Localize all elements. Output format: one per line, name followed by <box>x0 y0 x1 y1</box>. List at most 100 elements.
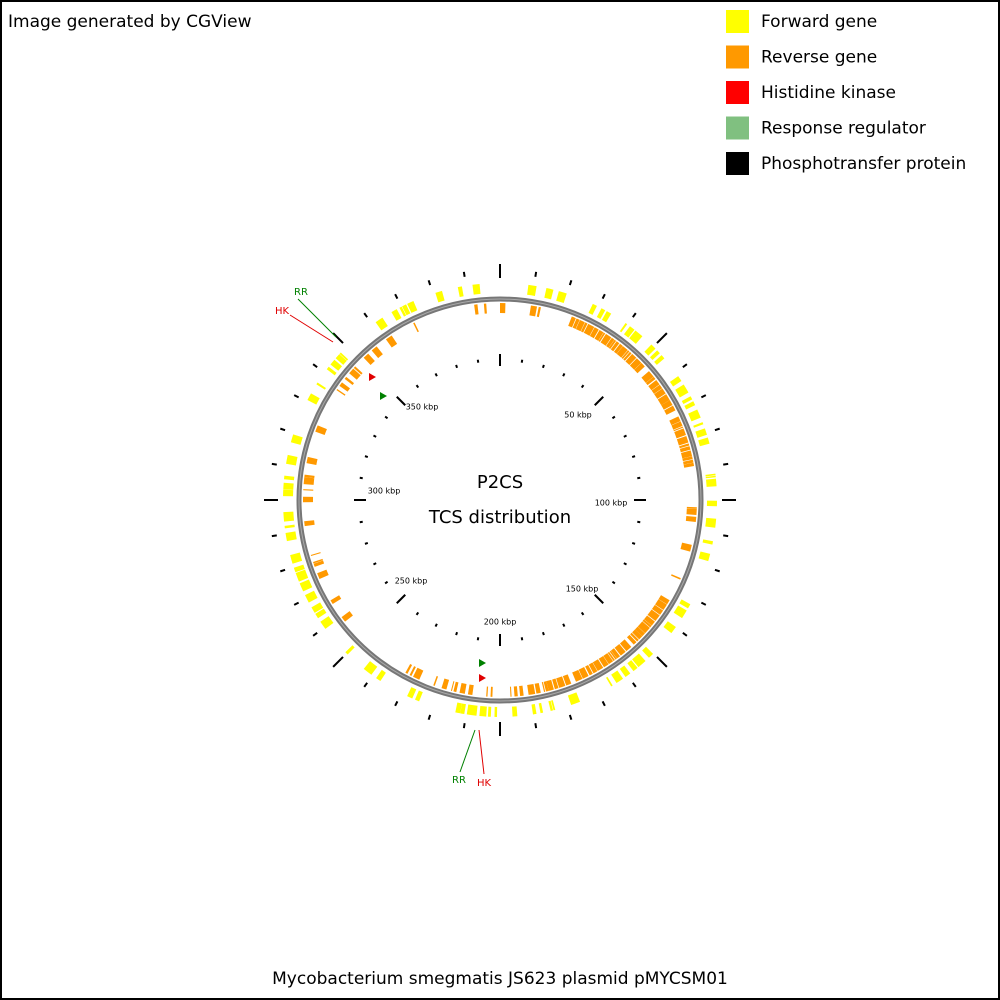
forward-gene <box>688 409 701 422</box>
reverse-gene <box>647 609 660 622</box>
forward-gene <box>511 706 518 717</box>
reverse-gene <box>527 683 536 695</box>
forward-gene <box>623 326 635 338</box>
reverse-gene <box>603 653 614 665</box>
callout-label: RR <box>294 287 308 298</box>
forward-gene <box>479 706 487 717</box>
forward-gene <box>487 706 492 717</box>
reverse-gene <box>578 667 589 679</box>
forward-gene <box>567 692 581 706</box>
forward-gene <box>315 608 327 619</box>
legend-swatch <box>726 45 749 69</box>
outer-tick <box>723 462 729 466</box>
inner-tick <box>542 364 545 369</box>
reverse-gene <box>572 669 583 682</box>
reverse-gene <box>679 446 691 453</box>
forward-gene <box>391 309 402 321</box>
forward-gene <box>283 489 294 497</box>
reverse-gene <box>600 333 612 346</box>
forward-gene <box>669 376 682 387</box>
outer-tick <box>632 682 637 688</box>
forward-gene <box>642 646 654 658</box>
scale-label: 150 kbp <box>566 585 599 594</box>
inner-tick <box>562 623 566 627</box>
forward-gene <box>335 354 347 365</box>
outer-tick <box>682 363 688 368</box>
reverse-gene <box>363 353 375 366</box>
reverse-gene <box>486 686 489 697</box>
reverse-gene <box>371 346 383 359</box>
outer-tick <box>601 293 606 300</box>
forward-gene <box>673 605 687 619</box>
legend-label: Response regulator <box>761 119 926 139</box>
forward-gene <box>644 344 656 356</box>
reverse-gene <box>592 659 604 672</box>
inner-tick <box>415 384 420 389</box>
reverse-gene <box>686 508 697 516</box>
forward-gene <box>307 393 320 405</box>
reverse-gene <box>608 339 617 349</box>
reverse-gene <box>310 552 321 556</box>
inner-tick <box>364 542 369 545</box>
outer-tick <box>682 632 688 637</box>
forward-gene <box>705 478 717 487</box>
forward-gene <box>629 330 643 344</box>
reverse-gene <box>303 496 314 503</box>
reverse-gene <box>474 304 479 315</box>
reverse-gene <box>686 506 697 509</box>
forward-gene <box>316 382 326 390</box>
reverse-gene <box>606 337 615 348</box>
outer-tick <box>332 656 344 668</box>
forward-gene <box>531 704 537 715</box>
outer-tick <box>427 714 432 721</box>
inner-tick <box>364 455 369 458</box>
reverse-gene <box>630 632 639 642</box>
forward-gene <box>663 621 676 634</box>
reverse-gene <box>645 376 656 386</box>
forward-gene <box>399 306 407 317</box>
forward-gene <box>702 539 714 545</box>
forward-gene <box>283 482 294 490</box>
reverse-gene <box>580 322 588 333</box>
forward-gene <box>627 660 638 672</box>
reverse-gene <box>673 426 684 432</box>
legend-label: Reverse gene <box>761 48 877 68</box>
forward-gene <box>407 687 417 699</box>
reverse-gene <box>664 405 676 415</box>
reverse-gene <box>683 459 694 465</box>
scale-label: 350 kbp <box>406 403 439 412</box>
forward-gene <box>619 323 628 333</box>
reverse-gene <box>634 362 645 374</box>
forward-gene <box>295 569 309 582</box>
outer-tick <box>723 534 729 538</box>
reverse-gene <box>405 664 413 674</box>
forward-gene <box>460 703 466 715</box>
inner-tick <box>594 396 604 406</box>
reverse-gene <box>637 621 650 634</box>
reverse-gene <box>534 682 541 694</box>
reverse-gene <box>341 611 353 622</box>
scale-label: 100 kbp <box>595 499 628 508</box>
reverse-gene <box>679 443 690 449</box>
reverse-gene <box>572 318 580 329</box>
reverse-gene <box>657 394 670 406</box>
forward-gene <box>339 352 349 361</box>
reverse-gene <box>433 675 439 686</box>
reverse-gene <box>685 515 697 522</box>
outer-tick <box>534 271 538 277</box>
reverse-gene <box>519 685 524 696</box>
forward-gene <box>345 645 355 655</box>
reverse-gene <box>607 651 615 662</box>
forward-gene <box>293 564 305 573</box>
forward-gene <box>283 475 295 481</box>
forward-gene <box>698 551 711 562</box>
forward-gene <box>654 355 665 365</box>
center-title: P2CS <box>477 472 523 493</box>
legend-label: Forward gene <box>761 12 877 32</box>
forward-gene <box>601 311 612 323</box>
inner-tick <box>631 542 636 545</box>
reverse-gene <box>315 425 327 436</box>
reverse-gene <box>303 477 315 485</box>
reverse-gene <box>313 560 325 567</box>
